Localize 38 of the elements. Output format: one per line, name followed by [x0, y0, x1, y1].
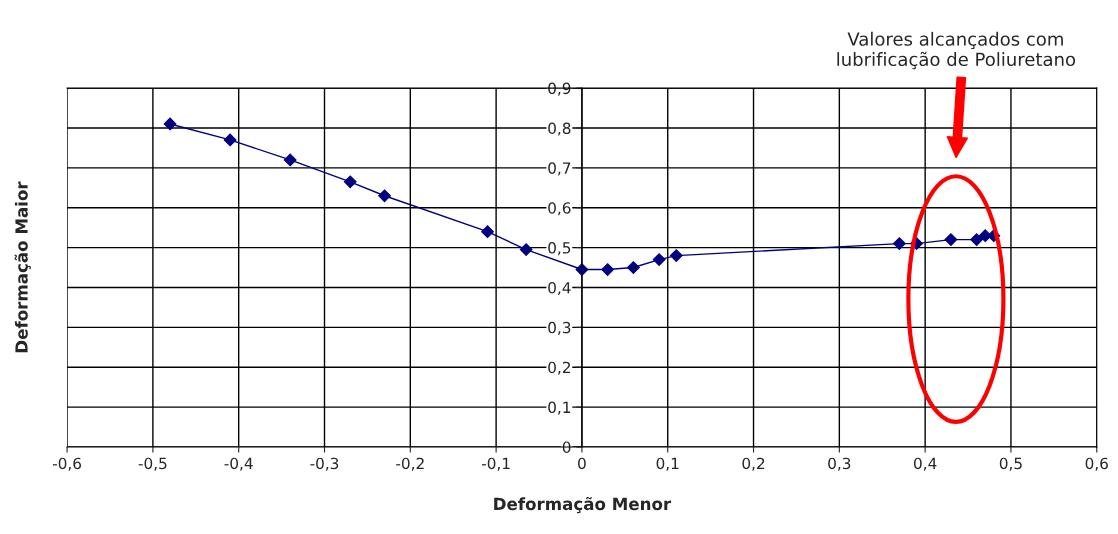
x-tick-label: 0,1: [656, 457, 679, 471]
y-axis-title: Deformação Maior: [14, 181, 31, 353]
x-tick-label: 0,2: [742, 457, 765, 471]
x-tick-label: 0,4: [914, 457, 937, 471]
point: [970, 233, 984, 247]
y-tick-label: 0,5: [548, 242, 571, 256]
point: [378, 189, 391, 203]
y-tick-label: 0,4: [548, 281, 571, 296]
x-tick-label: -0,5: [138, 457, 167, 471]
y-tick-label: 0,1: [548, 401, 571, 415]
y-tick-label: 0,2: [548, 361, 570, 375]
point: [626, 261, 640, 274]
point: [892, 237, 906, 251]
point: [944, 233, 958, 247]
x-tick-label: -0,3: [310, 457, 339, 471]
point: [283, 153, 297, 167]
point: [163, 117, 177, 131]
point: [481, 225, 494, 239]
y-tick-label: 0,8: [548, 122, 571, 136]
x-tick-label: -0,2: [396, 457, 424, 471]
text: Valores alcançados com lubrificação de Poliuretano: [837, 31, 1076, 70]
y-tick-label: 0,6: [548, 202, 571, 216]
y-tick-label: 0,3: [548, 321, 571, 335]
point: [669, 249, 683, 262]
x-tick-label: -0,6: [52, 457, 82, 471]
y-tick-label: 0,7: [548, 162, 571, 176]
point: [223, 133, 237, 147]
point: [519, 243, 533, 256]
x-tick-label: 0,5: [999, 457, 1022, 471]
x-tick-label: 0: [578, 457, 586, 470]
point: [601, 263, 615, 276]
x-tick-label: 0,3: [828, 457, 851, 471]
x-axis-title: Deformação Menor: [494, 496, 672, 514]
x-tick-label: -0,1: [481, 457, 510, 471]
point: [343, 175, 357, 189]
x-tick-label: 0,6: [1085, 457, 1108, 471]
x-tick-label: -0,4: [224, 457, 253, 471]
point: [652, 253, 666, 266]
